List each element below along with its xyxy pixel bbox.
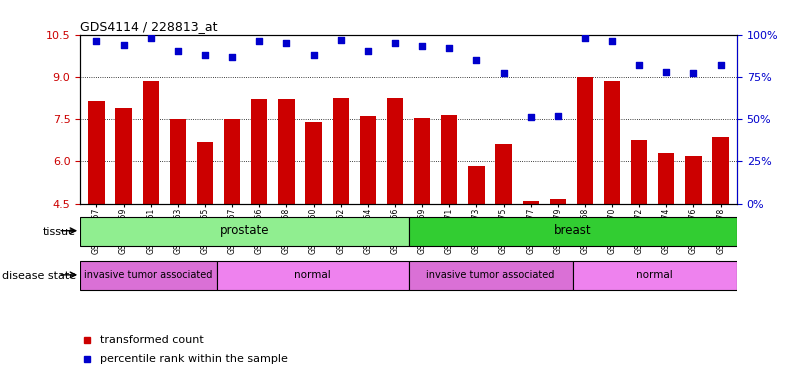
Point: [416, 43, 429, 50]
Point: [253, 38, 266, 45]
Bar: [305, 122, 322, 204]
Bar: [88, 101, 104, 204]
Point: [307, 52, 320, 58]
Bar: [573, 261, 737, 290]
Bar: [80, 261, 217, 290]
Bar: [713, 137, 729, 204]
Bar: [577, 77, 593, 204]
Bar: [224, 119, 240, 204]
Point: [470, 57, 483, 63]
Bar: [143, 81, 159, 204]
Text: tissue: tissue: [43, 227, 76, 237]
Bar: [631, 140, 647, 204]
Bar: [549, 199, 566, 204]
Point: [687, 70, 700, 76]
Point: [524, 114, 537, 121]
Bar: [387, 98, 403, 204]
Point: [633, 62, 646, 68]
Point: [606, 38, 618, 45]
Bar: [414, 118, 430, 204]
Text: invasive tumor associated: invasive tumor associated: [84, 270, 213, 280]
Bar: [686, 156, 702, 204]
Point: [660, 69, 673, 75]
Bar: [658, 153, 674, 204]
Bar: [409, 261, 573, 290]
Point: [578, 35, 591, 41]
Point: [714, 62, 727, 68]
Bar: [115, 108, 131, 204]
Bar: [251, 99, 268, 204]
Bar: [217, 261, 409, 290]
Point: [117, 41, 130, 48]
Bar: [80, 217, 409, 246]
Bar: [360, 116, 376, 204]
Bar: [332, 98, 348, 204]
Point: [144, 35, 157, 41]
Text: transformed count: transformed count: [100, 335, 203, 345]
Bar: [604, 81, 620, 204]
Bar: [197, 142, 213, 204]
Text: invasive tumor associated: invasive tumor associated: [426, 270, 555, 280]
Point: [443, 45, 456, 51]
Bar: [469, 166, 485, 204]
Bar: [409, 217, 737, 246]
Bar: [278, 99, 295, 204]
Bar: [495, 144, 512, 204]
Text: normal: normal: [637, 270, 673, 280]
Text: percentile rank within the sample: percentile rank within the sample: [100, 354, 288, 364]
Text: prostate: prostate: [219, 224, 269, 237]
Point: [199, 52, 211, 58]
Point: [280, 40, 293, 46]
Point: [497, 70, 510, 76]
Bar: [441, 115, 457, 204]
Point: [171, 48, 184, 55]
Text: normal: normal: [294, 270, 331, 280]
Bar: [170, 119, 186, 204]
Point: [90, 38, 103, 45]
Text: disease state: disease state: [2, 271, 76, 281]
Bar: [522, 201, 539, 204]
Text: breast: breast: [554, 224, 591, 237]
Point: [388, 40, 401, 46]
Text: GDS4114 / 228813_at: GDS4114 / 228813_at: [80, 20, 218, 33]
Point: [334, 36, 347, 43]
Point: [551, 113, 564, 119]
Point: [361, 48, 374, 55]
Point: [226, 53, 239, 60]
